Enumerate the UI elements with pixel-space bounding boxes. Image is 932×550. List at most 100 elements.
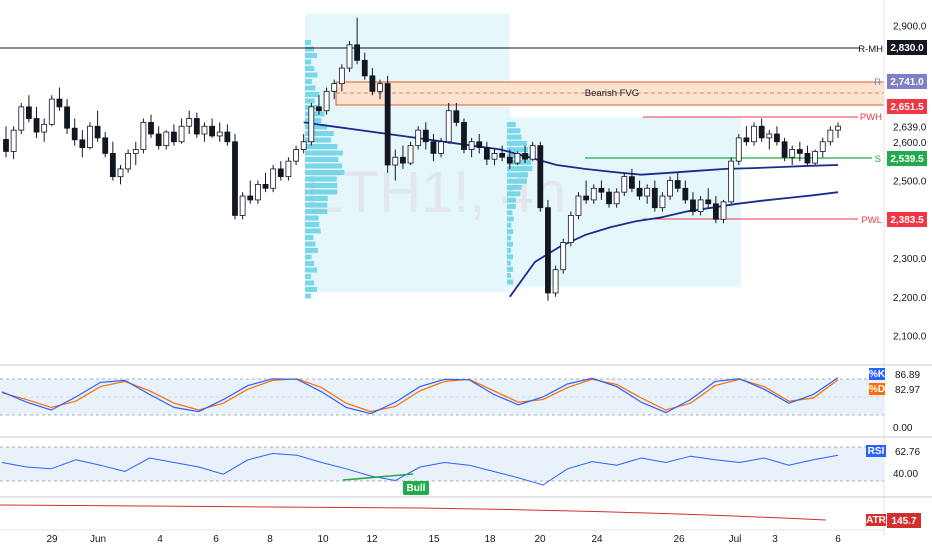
volume-profile-bar bbox=[305, 137, 332, 143]
pwh-label: PWH bbox=[860, 112, 882, 123]
date-tick-label: 26 bbox=[673, 534, 685, 545]
candle-body bbox=[781, 141, 788, 158]
candle-body bbox=[796, 149, 803, 154]
volume-profile-bar bbox=[507, 140, 527, 146]
candle-body bbox=[491, 152, 498, 160]
candle-body bbox=[445, 110, 452, 143]
date-tick-label: 4 bbox=[157, 534, 163, 545]
rsi-pane: Bull RSI 62.76 40.00 bbox=[0, 445, 920, 495]
date-tick-label: 8 bbox=[267, 534, 273, 545]
candle-body bbox=[102, 137, 109, 154]
pwl-tag bbox=[887, 212, 927, 227]
volume-profile-bar bbox=[305, 254, 312, 260]
volume-profile-bar bbox=[305, 293, 312, 299]
candle-body bbox=[583, 195, 590, 201]
atr-line bbox=[0, 504, 827, 521]
rmh-label: R-MH bbox=[858, 44, 883, 55]
candle-body bbox=[636, 187, 643, 197]
candle-body bbox=[835, 125, 841, 131]
candle-body bbox=[819, 141, 826, 152]
candle-body bbox=[87, 125, 93, 148]
date-tick-label: Jul bbox=[729, 534, 742, 545]
candle-body bbox=[407, 145, 414, 164]
price-tick-label: 2,639.0 bbox=[893, 123, 927, 134]
candle-body bbox=[209, 125, 215, 137]
candle-body bbox=[606, 191, 612, 205]
r-tag-text: 2,741.0 bbox=[890, 77, 924, 88]
s-tag-text: 2,539.5 bbox=[890, 154, 924, 165]
volume-profile-bar bbox=[305, 72, 318, 78]
candle-body bbox=[323, 90, 330, 112]
candle-body bbox=[827, 129, 834, 143]
volume-profile-bar bbox=[305, 111, 325, 117]
candle-body bbox=[18, 106, 25, 131]
candle-body bbox=[216, 131, 223, 137]
price-tick-label: 2,100.0 bbox=[893, 332, 927, 343]
volume-profile-bar bbox=[507, 279, 513, 285]
candle-body bbox=[79, 139, 86, 148]
volume-profile-bar bbox=[507, 266, 514, 272]
volume-profile-bar bbox=[305, 189, 338, 195]
candle-body bbox=[453, 110, 460, 123]
candle-body bbox=[590, 187, 597, 201]
candle-body bbox=[735, 137, 742, 162]
candle-body bbox=[651, 187, 658, 209]
candle-body bbox=[483, 147, 490, 160]
bull-divergence-line bbox=[342, 473, 414, 481]
candle-body bbox=[3, 139, 9, 152]
volume-profile-bar bbox=[305, 79, 312, 84]
volume-profile-bar bbox=[507, 134, 522, 140]
candle-body bbox=[529, 145, 536, 160]
date-tick-label: 15 bbox=[428, 534, 440, 545]
candle-body bbox=[285, 160, 292, 178]
volume-profile-bar bbox=[305, 202, 328, 208]
volume-profile-bar bbox=[305, 280, 315, 286]
date-tick-label: Jun bbox=[90, 534, 106, 545]
date-axis[interactable]: 29 Jun 4 6 8 10 12 15 18 20 24 26 Jul 3 6 bbox=[46, 534, 841, 545]
candle-body bbox=[613, 191, 620, 205]
level-lines: Bearish FVG bbox=[0, 47, 885, 220]
volume-profile-bar bbox=[507, 185, 522, 190]
rmh-tag bbox=[887, 40, 927, 55]
volume-profile-bar bbox=[305, 150, 343, 156]
fvg-tag-text: 2,651.5 bbox=[890, 102, 924, 113]
candle-body bbox=[461, 121, 467, 150]
stoch-k-line bbox=[1, 377, 839, 415]
candlesticks bbox=[3, 17, 841, 301]
candle-body bbox=[506, 156, 513, 164]
candle-body bbox=[476, 141, 483, 148]
candle-body bbox=[247, 195, 254, 201]
candle-body bbox=[308, 106, 315, 143]
volume-profile-bar bbox=[305, 157, 339, 162]
candle-body bbox=[201, 125, 208, 135]
candle-body bbox=[522, 152, 528, 160]
volume-profile-bar bbox=[305, 170, 345, 175]
candle-body bbox=[690, 199, 696, 212]
candle-body bbox=[71, 127, 78, 141]
candle-body bbox=[720, 201, 727, 220]
rmh-tag-text: 2,830.0 bbox=[890, 43, 924, 54]
volume-profile-bar bbox=[305, 163, 342, 169]
candle-body bbox=[232, 141, 238, 216]
s-tag bbox=[887, 151, 927, 166]
candle-body bbox=[293, 149, 299, 162]
volume-profile-bar bbox=[305, 222, 320, 227]
candle-body bbox=[712, 203, 719, 220]
volume-profile-bar bbox=[305, 274, 312, 279]
candle-body bbox=[422, 129, 429, 143]
level-tags: 2,830.0 2,741.0 2,651.5 2,539.5 2,383.5 bbox=[887, 40, 927, 227]
candle-body bbox=[537, 145, 544, 209]
candle-body bbox=[438, 141, 444, 154]
candle-body bbox=[224, 131, 231, 143]
date-tick-label: 6 bbox=[835, 534, 841, 545]
stoch-tick: 0.00 bbox=[893, 423, 913, 434]
volume-profile-bar bbox=[305, 228, 321, 234]
volume-profile-bar bbox=[507, 210, 513, 216]
volume-profile-bar bbox=[305, 235, 314, 240]
volume-profile-bar bbox=[507, 191, 521, 197]
volume-profile-bar bbox=[507, 203, 516, 209]
volume-profile-bar bbox=[507, 222, 512, 228]
volume-profile-bar bbox=[305, 40, 312, 45]
stoch-d-value: 82.97 bbox=[895, 385, 920, 396]
